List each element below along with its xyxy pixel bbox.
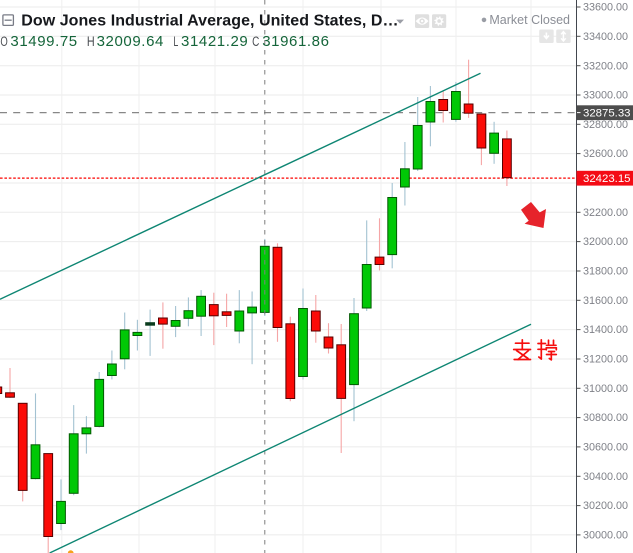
- svg-text:33200.00: 33200.00: [583, 60, 628, 72]
- svg-text:30600.00: 30600.00: [583, 442, 628, 454]
- svg-text:33400.00: 33400.00: [583, 31, 628, 43]
- svg-text:Market Closed: Market Closed: [489, 13, 570, 27]
- svg-text:30400.00: 30400.00: [583, 471, 628, 483]
- svg-text:31800.00: 31800.00: [583, 266, 628, 278]
- svg-text:31000.00: 31000.00: [583, 383, 628, 395]
- svg-text:32800.00: 32800.00: [583, 119, 628, 131]
- svg-text:31400.00: 31400.00: [583, 324, 628, 336]
- svg-text:30200.00: 30200.00: [583, 500, 628, 512]
- svg-text:33600.00: 33600.00: [583, 2, 628, 14]
- svg-text:32875.33: 32875.33: [583, 108, 631, 120]
- svg-text:Dow Jones Industrial Average,: Dow Jones Industrial Average, United Sta…: [21, 12, 398, 29]
- svg-text:31600.00: 31600.00: [583, 295, 628, 307]
- svg-text:30800.00: 30800.00: [583, 412, 628, 424]
- svg-text:33000.00: 33000.00: [583, 90, 628, 102]
- svg-text:32200.00: 32200.00: [583, 207, 628, 219]
- svg-text:32000.00: 32000.00: [583, 236, 628, 248]
- svg-text:32600.00: 32600.00: [583, 148, 628, 160]
- svg-text:30000.00: 30000.00: [583, 530, 628, 542]
- svg-text:32423.15: 32423.15: [583, 173, 631, 185]
- svg-text:31200.00: 31200.00: [583, 354, 628, 366]
